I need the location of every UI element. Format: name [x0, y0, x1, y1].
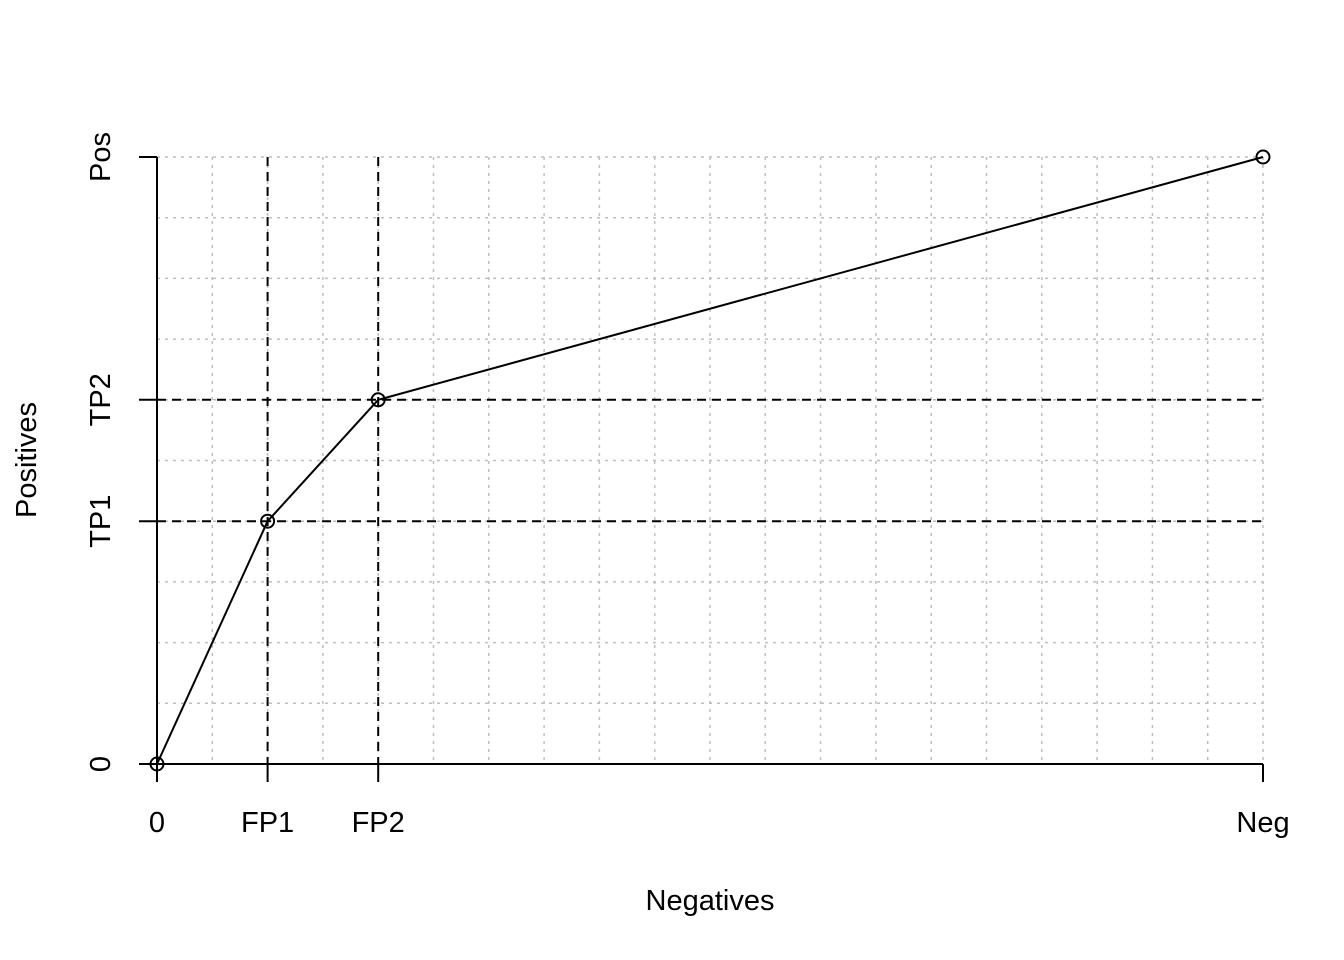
x-tick-label: Neg	[1236, 807, 1289, 839]
y-axis-label: Positives	[11, 402, 43, 518]
y-tick-label: 0	[85, 756, 117, 772]
data-point	[370, 392, 386, 408]
y-tick-label: Pos	[85, 132, 117, 182]
data-point	[260, 513, 276, 529]
axes	[139, 156, 1264, 782]
data-point	[149, 756, 165, 772]
x-axis-label: Negatives	[646, 885, 775, 917]
data-point	[1255, 149, 1271, 165]
tick-labels: 0 FP1 FP2 Neg 0 TP1 TP2 Pos	[85, 132, 1290, 839]
y-tick-label: TP1	[85, 495, 117, 548]
y-tick-label: TP2	[85, 373, 117, 426]
x-tick-label: FP2	[352, 807, 405, 839]
x-tick-label: 0	[149, 807, 165, 839]
reference-lines	[157, 157, 1263, 764]
x-tick-label: FP1	[241, 807, 294, 839]
series	[149, 149, 1271, 772]
series-line	[156, 156, 1264, 765]
